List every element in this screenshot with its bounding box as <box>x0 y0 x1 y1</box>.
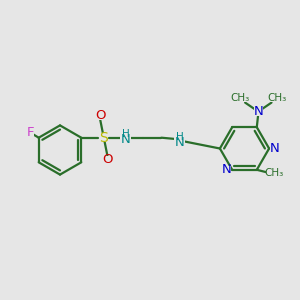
Text: F: F <box>27 126 34 140</box>
FancyBboxPatch shape <box>103 156 112 164</box>
FancyBboxPatch shape <box>266 170 282 177</box>
FancyBboxPatch shape <box>96 111 104 120</box>
Text: H: H <box>122 129 129 139</box>
Text: N: N <box>254 105 263 118</box>
Text: N: N <box>222 163 232 176</box>
Text: N: N <box>175 136 184 149</box>
Text: H: H <box>176 132 183 142</box>
FancyBboxPatch shape <box>27 129 34 136</box>
Text: CH₃: CH₃ <box>267 93 286 103</box>
Text: O: O <box>102 153 113 167</box>
FancyBboxPatch shape <box>120 133 131 142</box>
FancyBboxPatch shape <box>268 94 286 101</box>
FancyBboxPatch shape <box>174 136 185 145</box>
FancyBboxPatch shape <box>254 107 262 116</box>
FancyBboxPatch shape <box>223 166 231 174</box>
FancyBboxPatch shape <box>231 94 249 101</box>
Text: N: N <box>121 133 130 146</box>
FancyBboxPatch shape <box>100 134 108 142</box>
Text: O: O <box>95 109 106 122</box>
Text: S: S <box>99 131 108 145</box>
Text: CH₃: CH₃ <box>264 168 284 178</box>
Text: N: N <box>269 142 279 155</box>
FancyBboxPatch shape <box>270 144 278 153</box>
Text: CH₃: CH₃ <box>230 93 249 103</box>
